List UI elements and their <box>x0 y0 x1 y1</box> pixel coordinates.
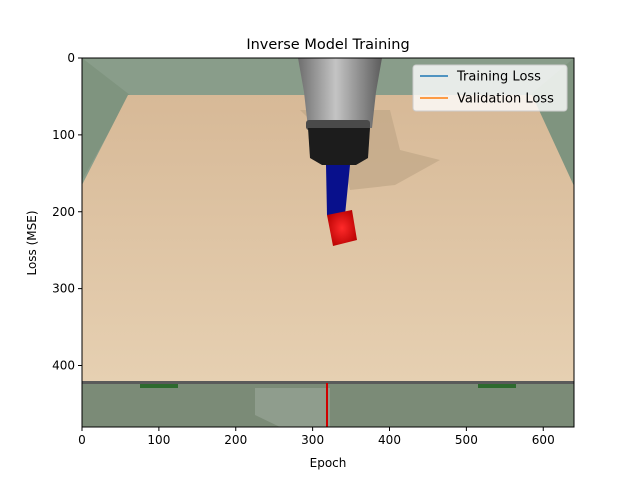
chart-title: Inverse Model Training <box>246 37 409 53</box>
x-axis-label: Epoch <box>310 456 347 470</box>
gripper-housing <box>298 58 382 128</box>
y-tick-label: 400 <box>52 359 75 373</box>
floor-marker-right <box>478 384 516 388</box>
x-tick-label: 100 <box>147 433 170 447</box>
x-axis-ticks: 0 100 200 300 400 500 600 <box>78 427 555 447</box>
gripper-base <box>308 128 370 165</box>
table-top <box>82 95 574 383</box>
floor-marker-left <box>140 384 178 388</box>
x-tick-label: 200 <box>224 433 247 447</box>
wall-left-shade <box>82 58 130 180</box>
x-tick-label: 0 <box>78 433 86 447</box>
legend: Training Loss Validation Loss <box>412 64 568 112</box>
floor-patch <box>255 388 330 427</box>
legend-label-training-loss: Training Loss <box>456 70 541 85</box>
floor-red-line <box>326 383 328 427</box>
y-axis-label: Loss (MSE) <box>25 210 39 275</box>
legend-label-validation-loss: Validation Loss <box>457 92 554 107</box>
x-tick-label: 300 <box>301 433 324 447</box>
axes-frame <box>81 57 575 428</box>
table-edge-line <box>82 381 574 384</box>
y-tick-label: 200 <box>52 205 75 219</box>
red-cube <box>327 210 357 246</box>
gripper-ring <box>306 120 370 130</box>
x-tick-label: 600 <box>532 433 555 447</box>
x-tick-label: 500 <box>455 433 478 447</box>
y-tick-label: 0 <box>67 51 75 65</box>
y-tick-label: 100 <box>52 128 75 142</box>
x-tick-label: 400 <box>378 433 401 447</box>
arm-finger <box>326 165 350 215</box>
y-tick-label: 300 <box>52 282 75 296</box>
background-scene-image <box>82 58 574 427</box>
y-axis-ticks: 0 100 200 300 400 <box>52 51 82 373</box>
legend-box <box>412 64 568 112</box>
